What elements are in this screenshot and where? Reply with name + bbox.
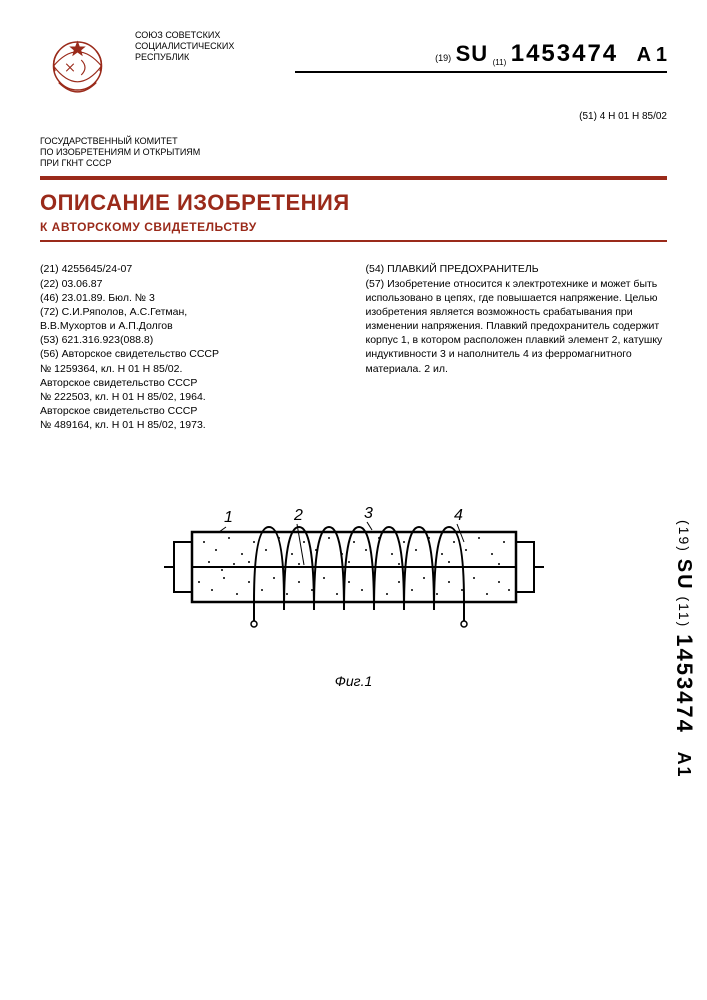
ipc-code: H 01 H 85/02: [608, 111, 667, 122]
publication-number: (19) SU (11) 1453474 A 1: [295, 40, 667, 73]
side-kind: A1: [674, 752, 694, 779]
part-label-3: 3: [364, 505, 373, 522]
abstract-text: Изобретение относится к электротехнике и…: [366, 278, 663, 375]
citation: Авторское свидетельство СССР: [40, 404, 342, 418]
side-publication-number: (19) SU (11) 1453474 A1: [671, 520, 697, 779]
part-label-2: 2: [293, 507, 303, 524]
part-label-4: 4: [454, 507, 463, 524]
union-line: РЕСПУБЛИК: [135, 52, 275, 63]
document-title: ОПИСАНИЕ ИЗОБРЕТЕНИЯ: [40, 190, 667, 216]
field-46: (46) 23.01.89. Бюл. № 3: [40, 291, 342, 305]
divider: [40, 176, 667, 180]
committee-name: ГОСУДАРСТВЕННЫЙ КОМИТЕТ ПО ИЗОБРЕТЕНИЯМ …: [40, 136, 250, 168]
pub-sub: (11): [493, 58, 507, 67]
field-53: (53) 621.316.923(088.8): [40, 333, 342, 347]
citation: Авторское свидетельство СССР: [40, 376, 342, 390]
pub-number: 1453474: [511, 40, 618, 67]
invention-title: (54) ПЛАВКИЙ ПРЕДОХРАНИТЕЛЬ: [366, 262, 668, 276]
field-72-cont: В.В.Мухортов и А.П.Долгов: [40, 319, 342, 333]
right-column: (54) ПЛАВКИЙ ПРЕДОХРАНИТЕЛЬ (57) Изобрет…: [366, 262, 668, 432]
citation: № 489164, кл. H 01 H 85/02, 1973.: [40, 418, 342, 432]
divider: [40, 240, 667, 242]
ipc-prefix: (51) 4: [579, 111, 605, 122]
field-72: (72) С.И.Ряполов, А.С.Гетман,: [40, 305, 342, 319]
title-code: (54): [366, 263, 385, 275]
side-sub: (11): [676, 596, 692, 628]
pub-prefix: (19): [435, 53, 451, 63]
state-emblem: [40, 30, 115, 105]
union-name: СОЮЗ СОВЕТСКИХ СОЦИАЛИСТИЧЕСКИХ РЕСПУБЛИ…: [135, 30, 275, 62]
field-21: (21) 4255645/24-07: [40, 262, 342, 276]
side-prefix: (19): [676, 520, 692, 553]
side-number: 1453474: [672, 634, 697, 734]
figure-caption: Фиг.1: [40, 673, 667, 689]
ipc-classification: (51) 4 H 01 H 85/02: [40, 111, 667, 122]
abstract: (57) Изобретение относится к электротехн…: [366, 277, 668, 376]
side-cc: SU: [673, 559, 695, 591]
pub-country: SU: [456, 41, 489, 66]
union-line: СОЦИАЛИСТИЧЕСКИХ: [135, 41, 275, 52]
committee-line: ГОСУДАРСТВЕННЫЙ КОМИТЕТ: [40, 136, 250, 147]
field-56: (56) Авторское свидетельство СССР: [40, 347, 342, 361]
citation: № 1259364, кл. H 01 H 85/02.: [40, 362, 342, 376]
document-subtitle: К АВТОРСКОМУ СВИДЕТЕЛЬСТВУ: [40, 220, 667, 234]
committee-line: ПРИ ГКНТ СССР: [40, 158, 250, 169]
committee-line: ПО ИЗОБРЕТЕНИЯМ И ОТКРЫТИЯМ: [40, 147, 250, 158]
citation: № 222503, кл. H 01 H 85/02, 1964.: [40, 390, 342, 404]
title-text: ПЛАВКИЙ ПРЕДОХРАНИТЕЛЬ: [387, 263, 539, 275]
field-22: (22) 03.06.87: [40, 277, 342, 291]
union-line: СОЮЗ СОВЕТСКИХ: [135, 30, 275, 41]
part-label-1: 1: [224, 509, 233, 526]
abstract-code: (57): [366, 278, 385, 290]
pub-kind: A 1: [637, 44, 667, 66]
figure-1: 1 2 3 4 Фиг.1: [40, 492, 667, 689]
left-column: (21) 4255645/24-07 (22) 03.06.87 (46) 23…: [40, 262, 342, 432]
